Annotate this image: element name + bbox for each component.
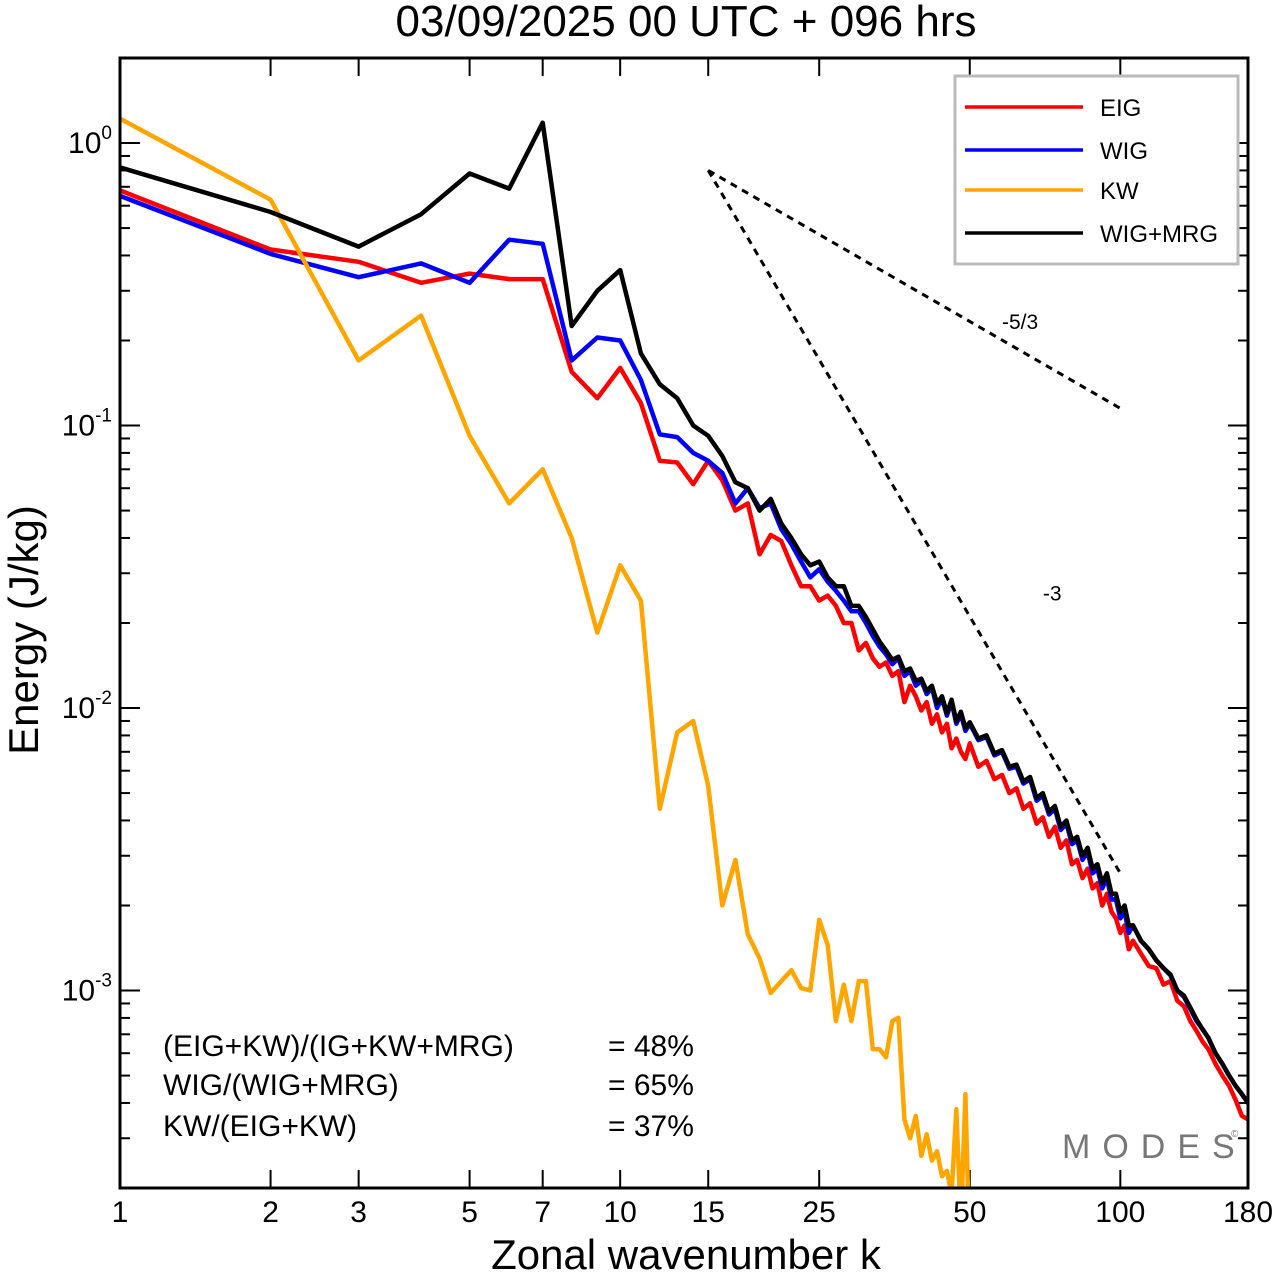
series-line-kw	[120, 116, 971, 1188]
legend: EIG WIG KW WIG+MRG	[953, 74, 1240, 266]
stat-label-eig-kw: (EIG+KW)/(IG+KW+MRG)	[163, 1030, 514, 1063]
series-line-wig	[120, 193, 1248, 1106]
series-line-wig-mrg	[120, 120, 1248, 1106]
x-axis-label: Zonal wavenumber k	[491, 1231, 882, 1278]
slope-line-minus-3	[706, 169, 1122, 875]
y-tick-label: 10-3	[62, 971, 112, 1008]
legend-label-eig: EIG	[1100, 95, 1141, 122]
stat-label-wig: WIG/(WIG+MRG)	[163, 1069, 399, 1102]
slope-label-minus-5-3: -5/3	[1002, 311, 1038, 334]
stat-value-wig: = 65%	[608, 1069, 694, 1102]
x-tick-label: 100	[1095, 1196, 1145, 1229]
reference-slopes: -5/3 -3	[706, 169, 1122, 875]
legend-label-wig: WIG	[1100, 138, 1148, 165]
x-tick-label: 5	[461, 1196, 478, 1229]
stats-annotations: (EIG+KW)/(IG+KW+MRG) = 48% WIG/(WIG+MRG)…	[163, 1030, 694, 1143]
y-axis-label: Energy (J/kg)	[0, 505, 47, 755]
x-tick-label: 3	[350, 1196, 367, 1229]
y-tick-label: 100	[68, 123, 112, 160]
slope-label-minus-3: -3	[1043, 583, 1062, 606]
slope-line-minus-5-3	[707, 169, 1122, 410]
x-tick-label: 15	[692, 1196, 725, 1229]
x-tick-label: 50	[953, 1196, 986, 1229]
modes-logo: MODES	[1062, 1128, 1247, 1166]
x-tick-label: 10	[603, 1196, 636, 1229]
stat-value-eig-kw: = 48%	[608, 1030, 694, 1063]
series-layer	[120, 116, 1248, 1188]
modes-copyright-mark: ©	[1231, 1129, 1239, 1140]
legend-label-kw: KW	[1100, 178, 1139, 205]
y-tick-label: 10-1	[62, 406, 112, 443]
x-tick-label: 1	[112, 1196, 129, 1229]
axis-ticks: 1 2 3 5 7 10 15 25 50 100 180 100 10-1 10-2 10-3	[62, 57, 1273, 1229]
plot-frame	[118, 56, 1250, 1190]
y-tick-label: 10-2	[62, 688, 112, 725]
x-tick-label: 180	[1223, 1196, 1273, 1229]
x-tick-label: 25	[803, 1196, 836, 1229]
x-tick-label: 2	[262, 1196, 279, 1229]
legend-label-wig-mrg: WIG+MRG	[1100, 221, 1218, 248]
series-line-eig	[120, 188, 1248, 1122]
stat-value-kw: = 37%	[608, 1110, 694, 1143]
chart-title: 03/09/2025 00 UTC + 096 hrs	[396, 0, 977, 46]
x-tick-label: 7	[534, 1196, 551, 1229]
stat-label-kw: KW/(EIG+KW)	[163, 1110, 357, 1143]
